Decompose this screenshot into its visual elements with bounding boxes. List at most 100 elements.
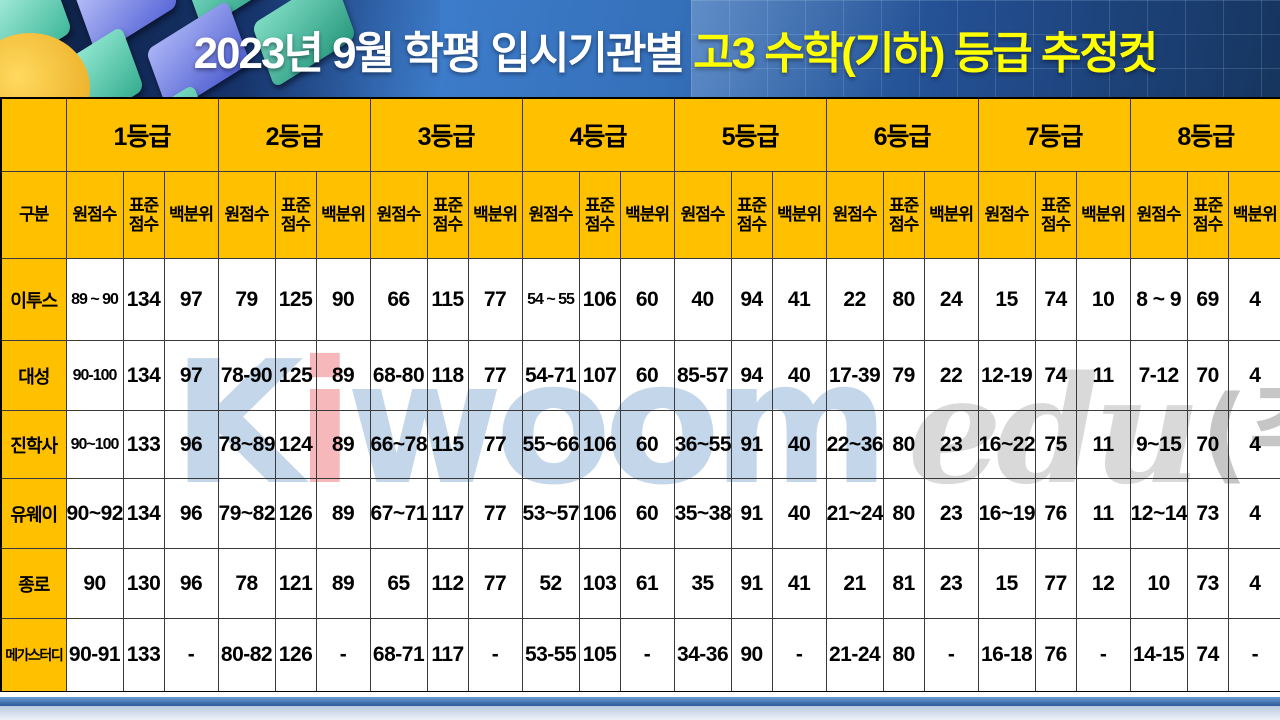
data-cell: 10 bbox=[1129, 548, 1188, 619]
data-cell: 40 bbox=[673, 258, 732, 341]
grade-header: 1등급 bbox=[65, 97, 219, 172]
bottom-blue-bar bbox=[0, 697, 1280, 706]
row-label-institution: 종로 bbox=[0, 548, 67, 619]
data-cell: - bbox=[619, 618, 675, 692]
data-cell: 16-18 bbox=[977, 618, 1036, 692]
data-cell: 73 bbox=[1186, 548, 1229, 619]
data-cell: 105 bbox=[578, 618, 621, 692]
data-cell: 96 bbox=[163, 410, 219, 479]
data-cell: 106 bbox=[578, 258, 621, 341]
sub-header: 백분위 bbox=[315, 171, 371, 259]
grade-header: 2등급 bbox=[217, 97, 371, 172]
data-cell: 36~55 bbox=[673, 410, 732, 479]
data-cell: 66 bbox=[369, 258, 428, 341]
data-cell: 8 ~ 9 bbox=[1129, 258, 1188, 341]
data-cell: 11 bbox=[1075, 478, 1131, 549]
row-label-institution: 유웨이 bbox=[0, 478, 67, 549]
data-cell: 106 bbox=[578, 410, 621, 479]
corner-cell-label: 구분 bbox=[0, 171, 67, 259]
data-cell: 91 bbox=[730, 410, 773, 479]
table-row: 대성 90-100 134 97 78-90 125 89 68-80 118 77 54-71 10… bbox=[0, 340, 1280, 411]
data-cell: 134 bbox=[122, 258, 165, 341]
data-cell: 77 bbox=[467, 478, 523, 549]
table-row: 메가스터디 90-91 133-80-82 126-68-71 117-53-55 105… bbox=[0, 618, 1280, 692]
data-cell: 133 bbox=[122, 410, 165, 479]
data-cell: 134 bbox=[122, 340, 165, 411]
sub-header: 백분위 bbox=[163, 171, 219, 259]
data-cell: - bbox=[1075, 618, 1131, 692]
data-cell: 4 bbox=[1227, 410, 1280, 479]
data-cell: 23 bbox=[923, 548, 979, 619]
data-cell: 23 bbox=[923, 478, 979, 549]
data-cell: 115 bbox=[426, 410, 469, 479]
data-cell: 90~100 bbox=[65, 410, 124, 479]
data-cell: 117 bbox=[426, 618, 469, 692]
data-cell: 103 bbox=[578, 548, 621, 619]
corner-cell-empty bbox=[0, 97, 67, 172]
data-cell: - bbox=[163, 618, 219, 692]
data-cell: 77 bbox=[467, 548, 523, 619]
table-row: 종로 90 130 96 78 121 89 65 112 77 52 103 61 35 91 41 21 81… bbox=[0, 548, 1280, 619]
title-prefix: 2023년 9월 학평 입시기관별 bbox=[193, 28, 694, 78]
data-cell: 77 bbox=[467, 340, 523, 411]
keyboard-image bbox=[0, 0, 440, 97]
data-cell: 22 bbox=[923, 340, 979, 411]
sub-header: 표준 점수 bbox=[426, 171, 469, 259]
data-cell: 60 bbox=[619, 410, 675, 479]
data-cell: 68-71 bbox=[369, 618, 428, 692]
data-cell: 40 bbox=[771, 478, 827, 549]
data-cell: 24 bbox=[923, 258, 979, 341]
data-cell: 75 bbox=[1034, 410, 1077, 479]
data-cell: 67~71 bbox=[369, 478, 428, 549]
data-cell: 96 bbox=[163, 548, 219, 619]
data-cell: 68-80 bbox=[369, 340, 428, 411]
data-cell: 94 bbox=[730, 340, 773, 411]
data-cell: 74 bbox=[1034, 258, 1077, 341]
data-cell: 80-82 bbox=[217, 618, 276, 692]
table-row: 이투스 89 ~ 90 134 97 79 125 90 66 115 77 54 ~ 55 106 6… bbox=[0, 258, 1280, 341]
data-cell: 65 bbox=[369, 548, 428, 619]
sub-header: 백분위 bbox=[923, 171, 979, 259]
data-cell: 60 bbox=[619, 340, 675, 411]
data-cell: 80 bbox=[882, 410, 925, 479]
data-cell: 54-71 bbox=[521, 340, 580, 411]
data-cell: 133 bbox=[122, 618, 165, 692]
sub-header: 원점수 bbox=[825, 171, 884, 259]
data-cell: 22~36 bbox=[825, 410, 884, 479]
data-cell: 94 bbox=[730, 258, 773, 341]
data-cell: 12 bbox=[1075, 548, 1131, 619]
data-cell: 125 bbox=[274, 340, 317, 411]
data-cell: 90-100 bbox=[65, 340, 124, 411]
sub-header: 백분위 bbox=[1075, 171, 1131, 259]
data-cell: 12-19 bbox=[977, 340, 1036, 411]
data-cell: 4 bbox=[1227, 258, 1280, 341]
data-cell: 134 bbox=[122, 478, 165, 549]
data-cell: 77 bbox=[1034, 548, 1077, 619]
data-cell: 78~89 bbox=[217, 410, 276, 479]
grade-header: 6등급 bbox=[825, 97, 979, 172]
grade-header: 5등급 bbox=[673, 97, 827, 172]
data-cell: 77 bbox=[467, 258, 523, 341]
data-cell: - bbox=[1227, 618, 1280, 692]
data-cell: 121 bbox=[274, 548, 317, 619]
data-cell: 70 bbox=[1186, 410, 1229, 479]
sub-header: 표준 점수 bbox=[274, 171, 317, 259]
data-cell: 85-57 bbox=[673, 340, 732, 411]
data-cell: - bbox=[771, 618, 827, 692]
title-highlight: 고3 수학(기하) 등급 추정컷 bbox=[693, 28, 1158, 78]
data-cell: 15 bbox=[977, 258, 1036, 341]
sub-header: 표준 점수 bbox=[730, 171, 773, 259]
page-title: 2023년 9월 학평 입시기관별 고3 수학(기하) 등급 추정컷 bbox=[193, 17, 1159, 81]
data-cell: 35 bbox=[673, 548, 732, 619]
data-cell: 89 bbox=[315, 478, 371, 549]
table-row: 유웨이 90~92 134 96 79~82 126 89 67~71 117 77 53~57 10… bbox=[0, 478, 1280, 549]
data-cell: 10 bbox=[1075, 258, 1131, 341]
data-cell: 70 bbox=[1186, 340, 1229, 411]
sub-header: 백분위 bbox=[467, 171, 523, 259]
data-cell: 89 bbox=[315, 340, 371, 411]
data-cell: 115 bbox=[426, 258, 469, 341]
bottom-fade bbox=[0, 706, 1280, 720]
data-cell: 54 ~ 55 bbox=[521, 258, 580, 341]
grade-header: 3등급 bbox=[369, 97, 523, 172]
